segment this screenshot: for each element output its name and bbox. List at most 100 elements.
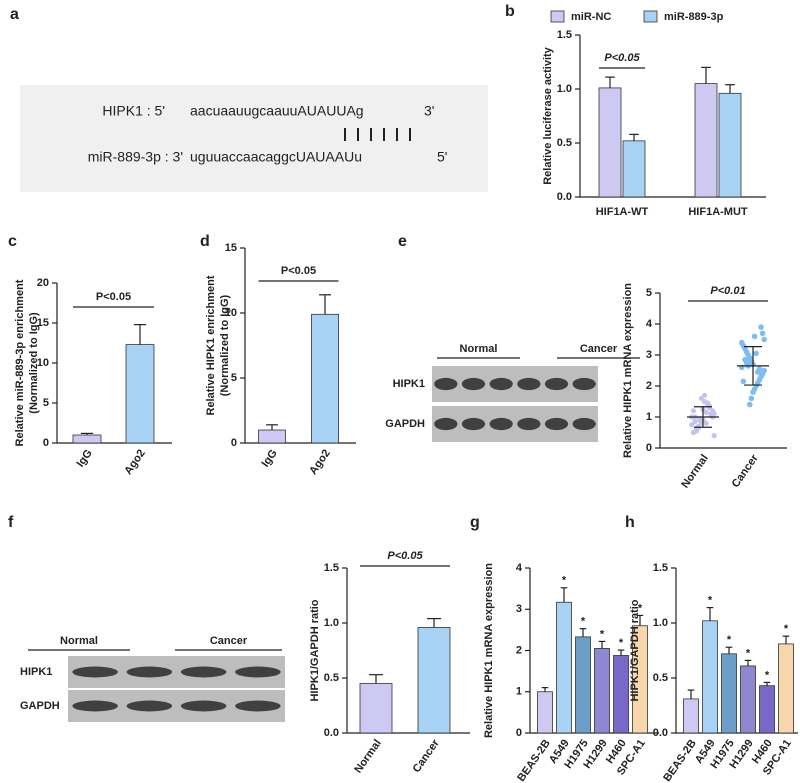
y-tick-label: 2: [516, 644, 522, 656]
blot-band: [72, 700, 118, 712]
dot: [755, 369, 761, 375]
y-axis-label: HIPK1/GAPDH ratio: [629, 599, 641, 701]
blot-band: [235, 666, 281, 678]
panel-label: f: [8, 514, 14, 531]
y-tick-label: 4: [516, 562, 523, 574]
significance-star: *: [619, 637, 624, 649]
y-axis-label: (Normalized to IgG): [219, 294, 231, 396]
bar: [778, 643, 794, 734]
y-tick-label: 0: [231, 437, 237, 449]
dot: [742, 356, 748, 363]
p-value: P<0.05: [281, 265, 316, 277]
dot: [690, 408, 697, 414]
sequence: aacuaauugcaauuAUAUUAg: [190, 103, 364, 119]
bar: [556, 601, 572, 734]
significance-star: *: [727, 634, 732, 646]
sequence: uguuaccaacaggcUAUAAUu: [190, 149, 362, 165]
blot-band: [489, 417, 513, 431]
y-tick-label: 4: [646, 318, 653, 330]
dot: [758, 324, 764, 330]
blot-row-label: GAPDH: [20, 700, 60, 712]
x-tick-label: Ago2: [122, 448, 148, 477]
blot-row-label: HIPK1: [393, 378, 425, 390]
legend-swatch: [643, 10, 658, 23]
blot-band: [489, 377, 513, 391]
bar: [683, 698, 699, 734]
y-tick-label: 15: [225, 242, 237, 254]
dot: [708, 411, 714, 417]
y-tick-label: 1.5: [324, 562, 339, 574]
bar: [575, 636, 591, 734]
x-tick-label: Ago2: [307, 448, 333, 477]
blot-band: [126, 700, 173, 712]
x-tick-label: Cancer: [411, 737, 443, 775]
dot: [750, 389, 756, 396]
blot-band: [235, 700, 281, 712]
x-tick-label: Normal: [679, 453, 711, 491]
y-tick-label: 1.5: [557, 29, 572, 41]
y-tick-label: 10: [225, 307, 237, 319]
y-tick-label: 10: [37, 357, 49, 369]
blot-band: [544, 417, 569, 431]
y-axis-label: Relative miR-889-3p enrichment: [14, 279, 26, 446]
dot: [702, 392, 708, 398]
pairing-bars: [344, 128, 411, 141]
panel-label: h: [625, 514, 635, 531]
panel-label: d: [200, 233, 210, 250]
x-tick-label: Cancer: [730, 452, 762, 490]
blot-band: [572, 417, 596, 431]
blot-band: [434, 417, 458, 431]
bar: [125, 344, 155, 444]
bar: [721, 653, 737, 734]
dot: [759, 330, 766, 337]
blot-group: Cancer: [580, 343, 618, 355]
y-tick-label: 5: [646, 287, 652, 299]
y-tick-label: 1.0: [324, 617, 339, 629]
sequence-end: 5': [437, 149, 447, 165]
y-axis-label: (Normalized to IgG): [28, 312, 40, 414]
significance-star: *: [746, 647, 751, 659]
significance-star: *: [708, 595, 713, 607]
blot-group: Cancer: [210, 635, 248, 647]
y-tick-label: 5: [43, 397, 49, 409]
bar: [417, 627, 451, 734]
blot-band: [434, 377, 458, 391]
y-tick-label: 0.5: [557, 137, 572, 149]
blot-band: [461, 417, 486, 431]
dot: [703, 409, 709, 415]
y-tick-label: 20: [37, 277, 49, 289]
y-tick-label: 1.0: [557, 83, 572, 95]
dot: [748, 395, 755, 402]
dot: [705, 400, 711, 406]
blot-band: [544, 377, 569, 391]
row-name: HIPK1 : 5': [102, 103, 165, 119]
bar: [594, 648, 610, 734]
x-tick-label: Normal: [352, 738, 384, 776]
blot-band: [517, 417, 541, 431]
alignment-box: [20, 85, 488, 192]
dot: [753, 350, 759, 357]
blot-band: [180, 666, 227, 678]
blot-band: [72, 666, 118, 678]
x-tick-label: IgG: [74, 448, 94, 470]
blot-row-label: HIPK1: [20, 666, 52, 678]
bar: [72, 434, 102, 444]
y-axis-label: Relative luciferase activity: [542, 46, 554, 184]
blot-band: [180, 700, 227, 712]
y-tick-label: 3: [646, 349, 652, 361]
dot: [761, 336, 767, 343]
panel-label: g: [470, 514, 480, 531]
y-axis-label: Relative HIPK1 mRNA expression: [622, 283, 634, 458]
dot: [740, 378, 747, 385]
bar: [258, 429, 286, 444]
bar: [702, 620, 718, 734]
dot: [692, 419, 698, 425]
p-value: P<0.01: [710, 285, 745, 297]
y-axis-label: Relative HIPK1 mRNA expression: [483, 563, 495, 738]
blot-group: Normal: [60, 635, 98, 647]
dot: [703, 420, 709, 426]
p-value: P<0.05: [96, 291, 131, 303]
bar: [759, 685, 775, 734]
x-tick-label: IgG: [259, 448, 279, 470]
dot: [697, 417, 703, 423]
